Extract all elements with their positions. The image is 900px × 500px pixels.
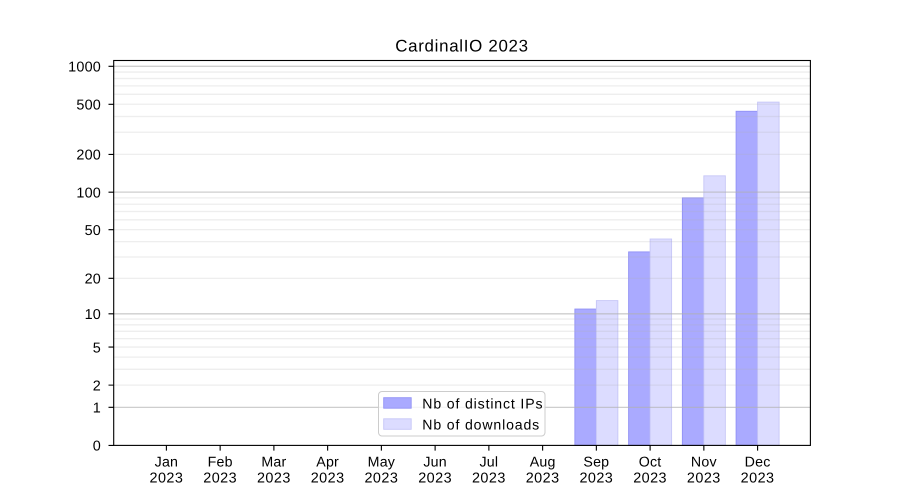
- svg-text:Jul: Jul: [479, 455, 498, 471]
- svg-text:1: 1: [93, 401, 101, 417]
- svg-text:Aug: Aug: [530, 455, 556, 471]
- svg-text:2: 2: [93, 378, 101, 394]
- svg-text:CardinalIO 2023: CardinalIO 2023: [395, 37, 529, 56]
- svg-text:50: 50: [85, 223, 101, 239]
- svg-text:2023: 2023: [687, 471, 721, 487]
- svg-text:May: May: [368, 455, 396, 471]
- svg-text:2023: 2023: [364, 471, 398, 487]
- svg-text:Sep: Sep: [583, 455, 609, 471]
- svg-text:20: 20: [85, 272, 101, 288]
- svg-text:2023: 2023: [579, 471, 613, 487]
- svg-text:Nov: Nov: [691, 455, 718, 471]
- svg-text:2023: 2023: [203, 471, 237, 487]
- svg-text:Nb of distinct IPs: Nb of distinct IPs: [422, 396, 543, 412]
- svg-text:2023: 2023: [526, 471, 560, 487]
- svg-text:Oct: Oct: [639, 455, 662, 471]
- svg-text:0: 0: [93, 439, 101, 455]
- svg-text:Nb of downloads: Nb of downloads: [422, 417, 540, 433]
- svg-text:Apr: Apr: [316, 455, 339, 471]
- svg-text:2023: 2023: [149, 471, 183, 487]
- svg-text:Mar: Mar: [261, 455, 286, 471]
- svg-text:10: 10: [85, 307, 101, 323]
- svg-text:500: 500: [76, 98, 101, 114]
- svg-text:2023: 2023: [633, 471, 667, 487]
- svg-text:2023: 2023: [741, 471, 775, 487]
- svg-text:Dec: Dec: [745, 455, 771, 471]
- svg-text:5: 5: [93, 340, 101, 356]
- svg-text:Feb: Feb: [208, 455, 233, 471]
- svg-text:Jun: Jun: [423, 455, 446, 471]
- svg-text:2023: 2023: [418, 471, 452, 487]
- svg-text:2023: 2023: [257, 471, 291, 487]
- svg-text:2023: 2023: [472, 471, 506, 487]
- svg-text:100: 100: [76, 185, 101, 201]
- svg-text:2023: 2023: [311, 471, 345, 487]
- svg-text:1000: 1000: [68, 60, 101, 76]
- svg-text:Jan: Jan: [155, 455, 178, 471]
- svg-text:200: 200: [76, 148, 101, 164]
